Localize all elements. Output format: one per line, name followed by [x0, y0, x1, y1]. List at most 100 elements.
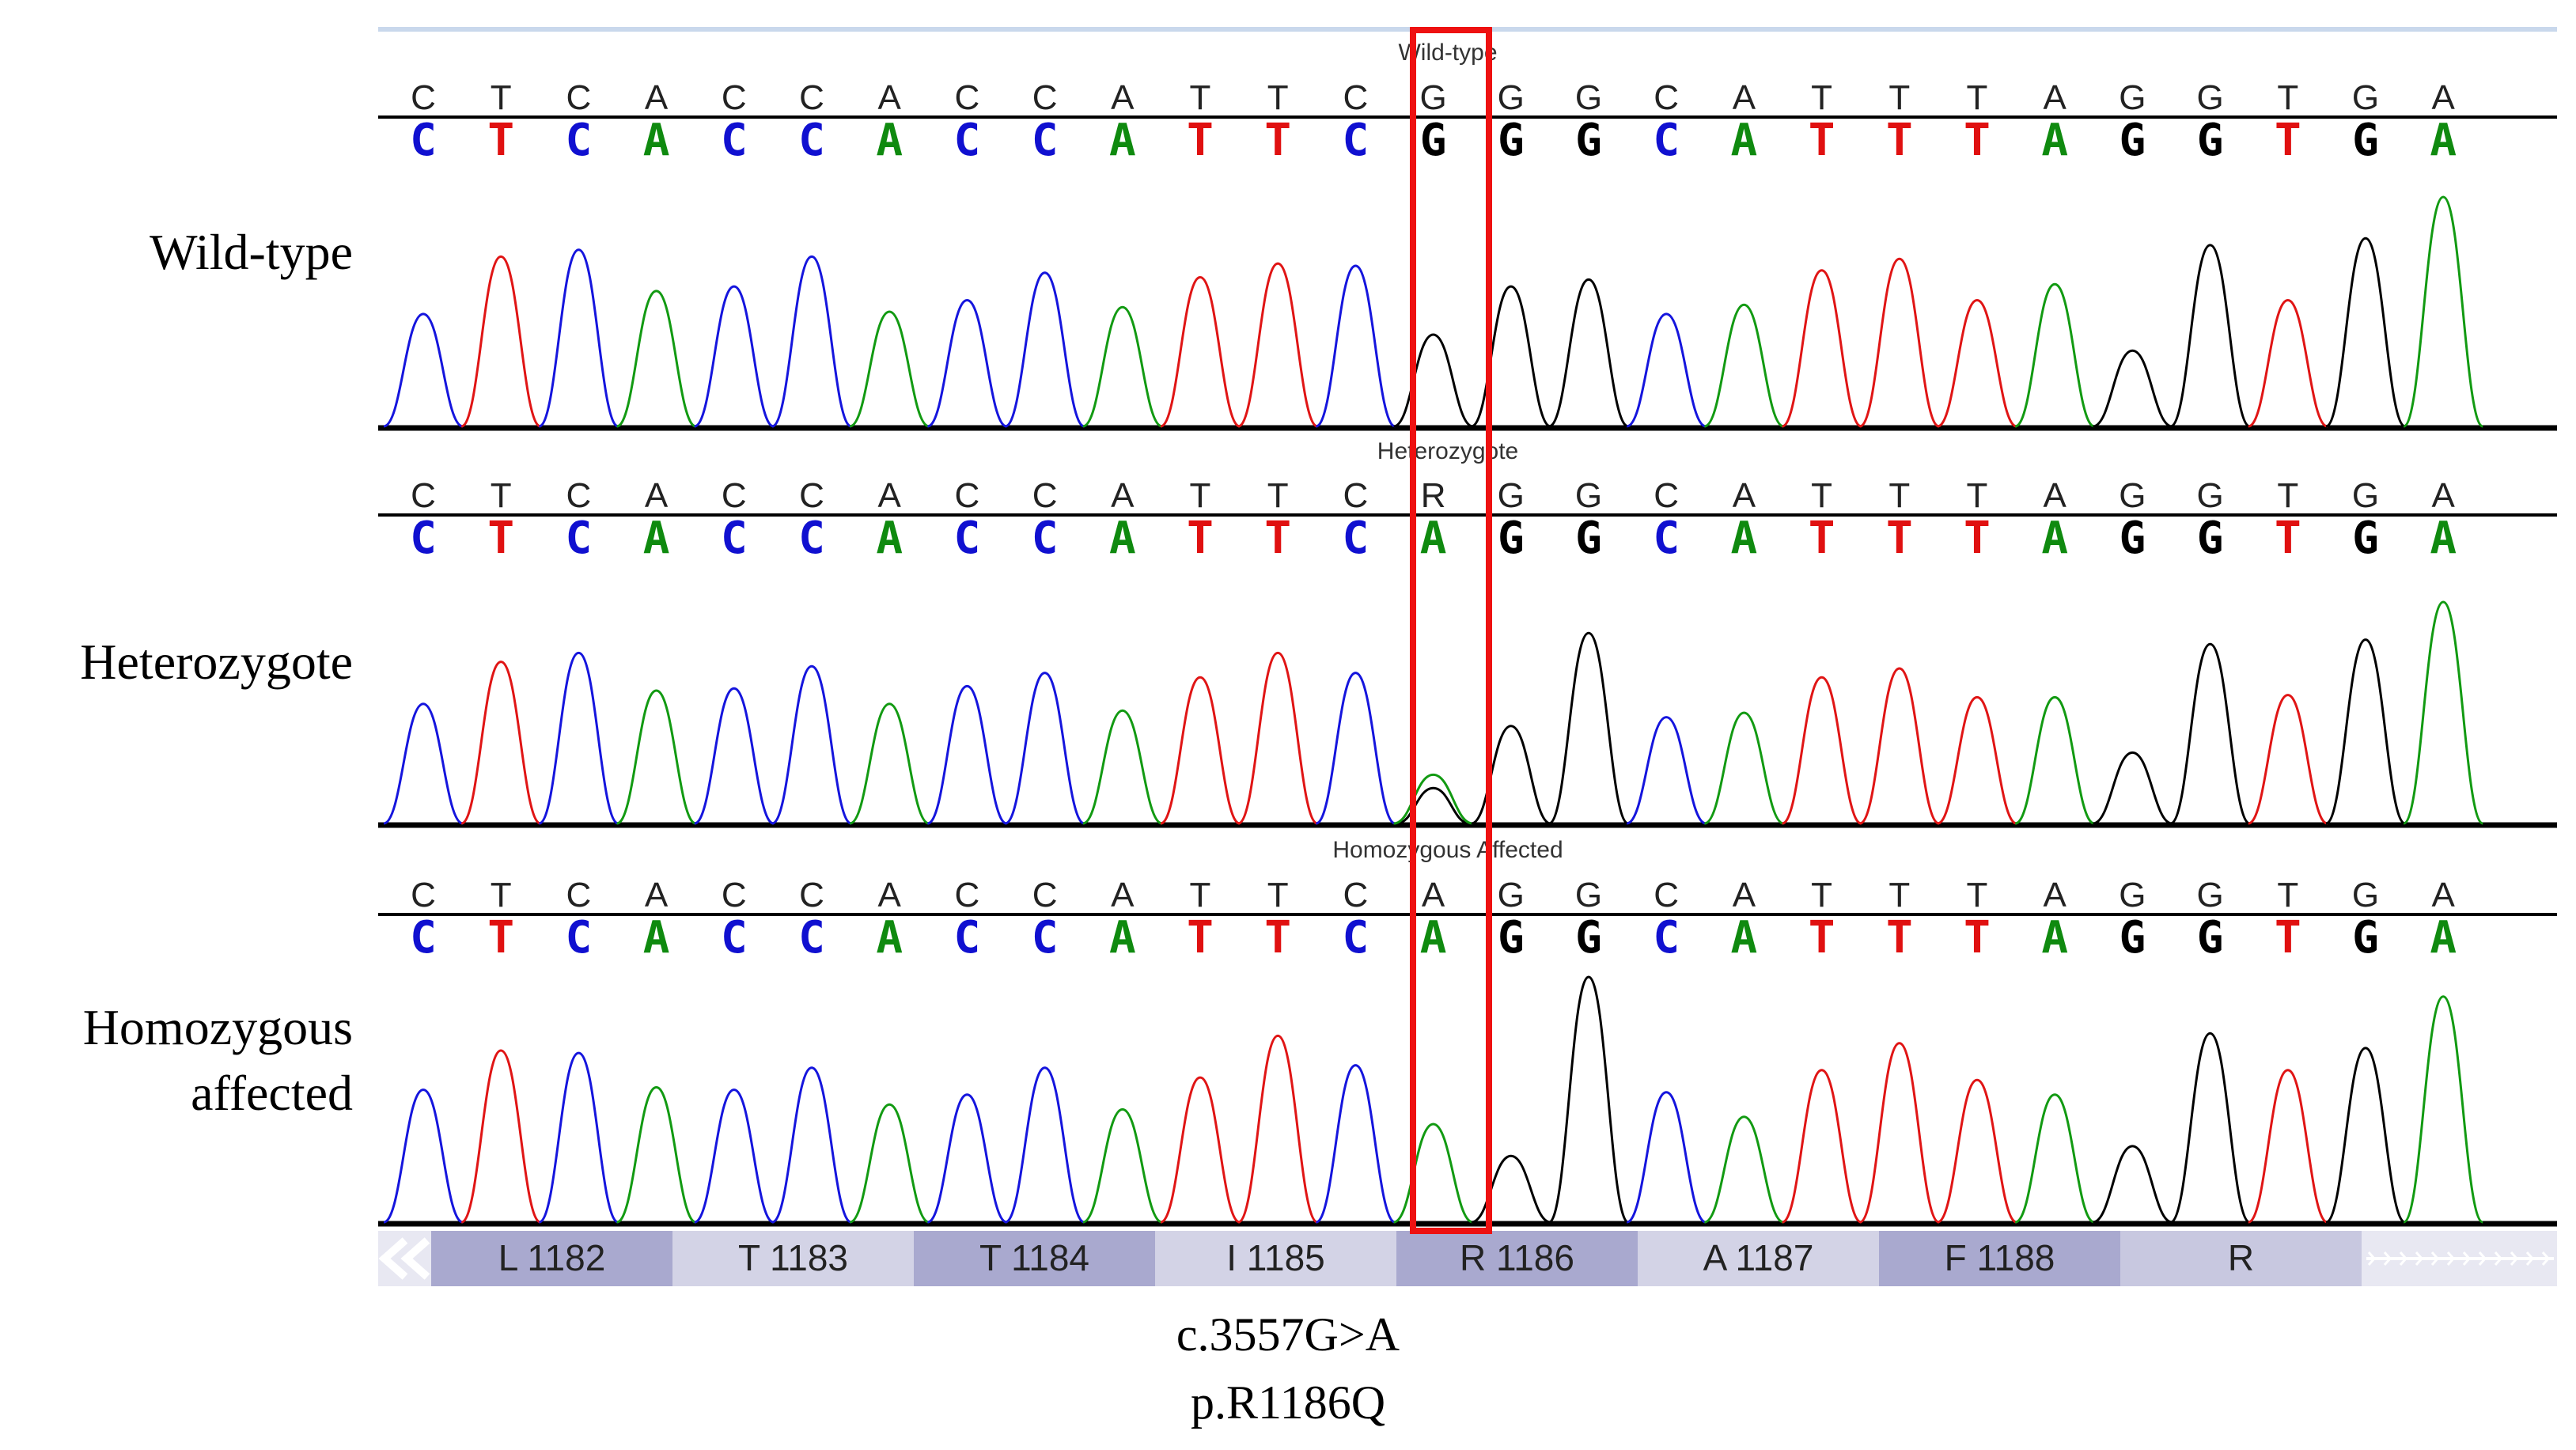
reference-base: G	[2196, 876, 2223, 914]
trace-peak	[1781, 1069, 1862, 1224]
reference-base: C	[955, 78, 980, 117]
reference-base: T	[2277, 78, 2298, 117]
trace-peak	[849, 1103, 930, 1224]
trace-peak	[1315, 672, 1396, 825]
aa-label: R 1186	[1460, 1237, 1574, 1278]
translation-arrow-icon	[2399, 1251, 2407, 1266]
reference-base: T	[1811, 78, 1832, 117]
reference-base: T	[491, 476, 512, 515]
reference-base: A	[878, 876, 902, 914]
reference-base: G	[1498, 78, 1525, 117]
base-call: C	[721, 912, 748, 964]
cdna-change-label: c.3557G>A	[1176, 1308, 1400, 1361]
aa-label: T 1183	[738, 1237, 848, 1278]
trace-peak	[2248, 298, 2328, 428]
panel-label-affected: affected	[191, 1065, 353, 1121]
reference-base: G	[2119, 78, 2146, 117]
trace-peak	[2014, 282, 2095, 428]
trace-peak	[2169, 642, 2251, 825]
base-call: C	[1032, 115, 1059, 166]
translation-arrow-icon	[2446, 1251, 2455, 1266]
base-call: C	[798, 115, 825, 166]
base-call: C	[798, 513, 825, 564]
base-call: G	[2120, 115, 2146, 166]
panel-label-homozygous: Homozygous	[83, 999, 353, 1055]
trace-peak	[460, 255, 541, 428]
base-call: T	[1264, 115, 1291, 166]
reference-base: T	[1267, 876, 1289, 914]
base-call: G	[2352, 912, 2379, 964]
base-call: T	[1187, 513, 1214, 564]
reference-base: A	[2044, 876, 2067, 914]
panel-title: Homozygous Affected	[1332, 837, 1563, 863]
trace-peak	[383, 312, 464, 428]
trace-peak	[1937, 695, 2017, 825]
scroll-left-icon	[378, 1237, 408, 1280]
scroll-left-icon	[400, 1237, 430, 1280]
base-call: A	[643, 115, 670, 166]
base-call: T	[1809, 912, 1835, 964]
reference-base: T	[1811, 876, 1832, 914]
base-call: C	[721, 115, 748, 166]
base-call: T	[1264, 912, 1291, 964]
reference-base: R	[1421, 476, 1446, 515]
base-call: T	[1964, 912, 1991, 964]
trace-peak	[2092, 751, 2173, 825]
reference-base: A	[645, 876, 669, 914]
base-call: C	[410, 115, 437, 166]
base-call: G	[1420, 115, 1447, 166]
trace-peak	[694, 1088, 775, 1224]
reference-base: C	[566, 876, 592, 914]
trace-peak	[1082, 709, 1163, 825]
base-call: A	[876, 912, 903, 964]
aa-codon-segment	[914, 1231, 1155, 1286]
translation-arrow-icon	[2494, 1251, 2502, 1266]
panel-label-heterozygote: Heterozygote	[80, 634, 353, 690]
trace-peak	[694, 687, 775, 825]
reference-base: C	[411, 78, 436, 117]
trace-peak	[538, 248, 619, 428]
aa-label: A 1187	[1703, 1237, 1814, 1278]
trace-peak	[616, 290, 697, 428]
reference-base: T	[1190, 476, 1211, 515]
base-call: C	[1032, 513, 1059, 564]
trace-peak	[2403, 195, 2483, 428]
base-call: T	[1809, 513, 1835, 564]
trace-peak	[2248, 694, 2328, 825]
base-call: C	[954, 513, 981, 564]
reference-base: C	[411, 476, 436, 515]
trace-peak	[2325, 638, 2406, 825]
trace-peak	[2092, 1145, 2173, 1224]
reference-base: C	[566, 476, 592, 515]
base-call: C	[1343, 912, 1369, 964]
reference-base: C	[1343, 476, 1369, 515]
reference-base: G	[1575, 876, 1602, 914]
reference-base: T	[491, 876, 512, 914]
trace-peak	[771, 664, 852, 825]
reference-base: A	[1111, 78, 1135, 117]
reference-base: T	[1811, 476, 1832, 515]
aa-codon-segment	[1638, 1231, 1879, 1286]
reference-base: T	[1967, 78, 1988, 117]
base-call: C	[1032, 912, 1059, 964]
base-call: G	[2197, 115, 2224, 166]
base-call: T	[1964, 115, 1991, 166]
translation-arrow-icon	[2541, 1251, 2550, 1266]
minor-trace-peak	[1396, 786, 1470, 825]
trace-peak	[616, 1085, 697, 1224]
reference-base: C	[1032, 78, 1058, 117]
trace-peak	[849, 310, 930, 428]
base-call: T	[1187, 115, 1214, 166]
base-call: G	[1575, 115, 1602, 166]
protein-change-label: p.R1186Q	[1191, 1376, 1385, 1429]
base-call: A	[1420, 513, 1447, 564]
reference-base: G	[1419, 78, 1446, 117]
translation-arrow-icon	[2510, 1251, 2518, 1266]
base-call: A	[2430, 912, 2457, 964]
trace-peak	[1393, 333, 1474, 428]
trace-peak	[1703, 303, 1784, 428]
